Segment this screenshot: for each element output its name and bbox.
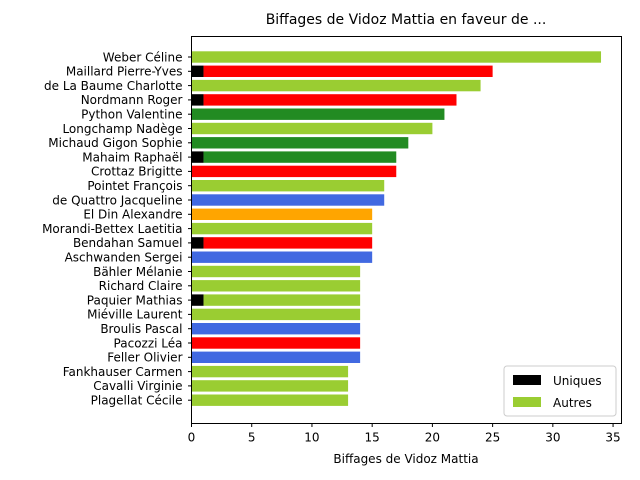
legend-label-uniques: Uniques	[553, 374, 602, 388]
x-tick-label: 15	[365, 431, 380, 445]
bar-autres	[203, 151, 397, 163]
category-label: Plagellat Cécile	[91, 394, 183, 408]
bar-uniques	[191, 151, 204, 163]
bar-uniques	[191, 294, 204, 306]
category-label: Pacozzi Léa	[114, 336, 183, 350]
bar-autres	[191, 222, 373, 235]
category-label: Crottaz Brigitte	[91, 165, 183, 179]
bar-autres	[203, 237, 373, 249]
bar-autres	[191, 280, 361, 292]
bar-autres	[191, 265, 361, 278]
bar-autres	[191, 79, 481, 92]
bar-autres	[191, 365, 349, 378]
category-label: Feller Olivier	[107, 351, 182, 365]
category-label: de Quattro Jacqueline	[52, 193, 182, 207]
x-tick-label: 30	[545, 431, 560, 445]
bar-autres	[203, 94, 457, 106]
bar-autres	[191, 208, 373, 220]
category-label: Miéville Laurent	[87, 308, 183, 322]
legend-swatch-autres	[513, 397, 541, 407]
bar-autres	[191, 251, 373, 263]
category-label: El Din Alexandre	[83, 208, 182, 222]
bar-autres	[191, 165, 397, 178]
x-axis-label: Biffages de Vidoz Mattia	[333, 452, 478, 466]
category-label: Bendahan Samuel	[73, 236, 183, 250]
bar-autres	[191, 308, 361, 321]
bar-uniques	[191, 94, 204, 106]
category-label: Weber Céline	[103, 50, 183, 64]
category-label: Richard Claire	[99, 279, 183, 293]
bar-autres	[203, 294, 361, 306]
bar-uniques	[191, 65, 204, 77]
category-label: Broulis Pascal	[100, 322, 182, 336]
bar-autres	[191, 51, 602, 63]
category-label: Python Valentine	[81, 108, 182, 122]
legend-label-autres: Autres	[553, 396, 592, 410]
bar-autres	[191, 108, 445, 120]
legend: Uniques Autres	[503, 365, 617, 417]
category-label: Longchamp Nadège	[62, 122, 182, 136]
bar-autres	[191, 380, 349, 392]
category-label: Maillard Pierre-Yves	[66, 65, 183, 79]
category-label: Michaud Gigon Sophie	[48, 136, 182, 150]
category-label: Aschwanden Sergei	[65, 251, 183, 265]
bar-uniques	[191, 237, 204, 249]
bar-autres	[191, 323, 361, 335]
category-label: de La Baume Charlotte	[44, 79, 183, 93]
bar-autres	[191, 180, 385, 192]
category-label: Morandi-Bettex Laetitia	[42, 222, 182, 236]
category-label: Fankhauser Carmen	[63, 365, 183, 379]
category-label: Cavalli Virginie	[93, 379, 182, 393]
bar-autres	[191, 337, 361, 349]
x-tick-label: 35	[605, 431, 620, 445]
chart-title: Biffages de Vidoz Mattia en faveur de ..…	[266, 12, 547, 28]
bar-autres	[191, 194, 385, 206]
plot-frame	[191, 36, 622, 424]
x-axis-ticks: 0 5 10 15 20 25 30 35	[188, 423, 621, 445]
x-tick-label: 25	[485, 431, 500, 445]
bar-autres	[203, 65, 493, 77]
category-label: Pointet François	[87, 179, 182, 193]
legend-swatch-uniques	[513, 375, 541, 385]
category-label: Nordmann Roger	[81, 93, 183, 107]
x-tick-label: 20	[425, 431, 440, 445]
bar-autres	[191, 122, 433, 135]
bar-autres	[191, 394, 349, 406]
x-tick-label: 5	[248, 431, 256, 445]
category-label: Paquier Mathias	[87, 293, 183, 307]
category-label: Bähler Mélanie	[93, 265, 182, 279]
x-tick-label: 10	[304, 431, 319, 445]
category-label: Mahaim Raphaël	[82, 150, 182, 164]
bar-autres	[191, 351, 361, 363]
x-tick-label: 0	[188, 431, 196, 445]
bars-group	[191, 51, 602, 406]
bar-autres	[191, 137, 409, 149]
